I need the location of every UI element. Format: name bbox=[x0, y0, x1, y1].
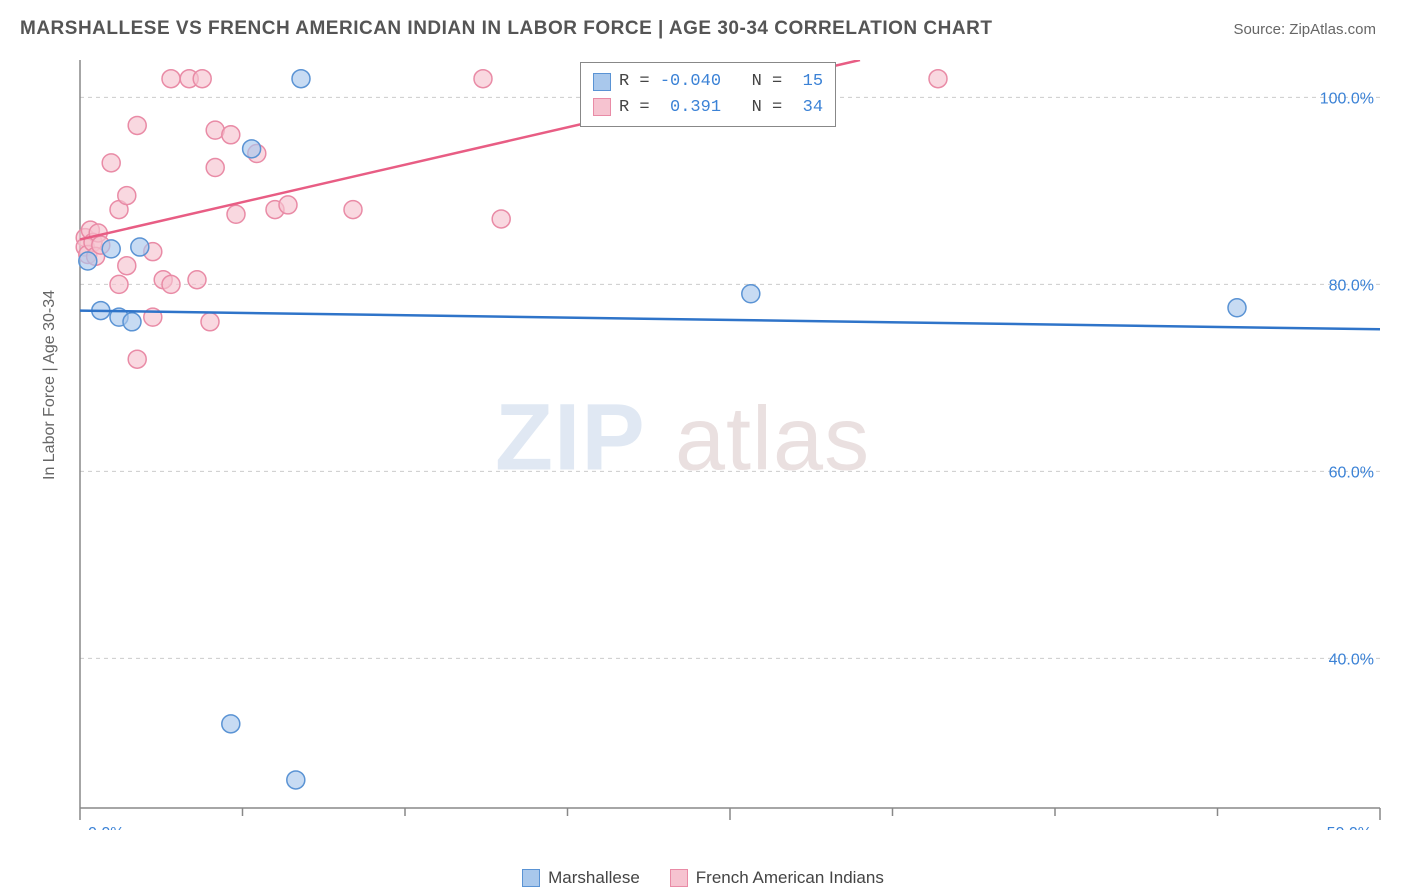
plot-area: In Labor Force | Age 30-34 40.0%60.0%80.… bbox=[50, 60, 1390, 830]
svg-text:50.0%: 50.0% bbox=[1327, 825, 1372, 830]
legend-stats: R = -0.040 N = 15 bbox=[619, 69, 823, 95]
svg-text:0.0%: 0.0% bbox=[88, 825, 124, 830]
svg-text:100.0%: 100.0% bbox=[1320, 90, 1374, 107]
svg-text:80.0%: 80.0% bbox=[1329, 277, 1374, 294]
chart-header: MARSHALLESE VS FRENCH AMERICAN INDIAN IN… bbox=[0, 0, 1406, 50]
legend-swatch bbox=[522, 869, 540, 887]
legend-swatch bbox=[593, 73, 611, 91]
chart-source: Source: ZipAtlas.com bbox=[1233, 21, 1376, 38]
legend-swatch bbox=[593, 98, 611, 116]
svg-text:60.0%: 60.0% bbox=[1329, 464, 1374, 481]
correlation-legend-row: R = 0.391 N = 34 bbox=[593, 95, 823, 121]
chart-title: MARSHALLESE VS FRENCH AMERICAN INDIAN IN… bbox=[20, 18, 992, 40]
correlation-legend: R = -0.040 N = 15R = 0.391 N = 34 bbox=[580, 62, 836, 127]
legend-item: Marshallese bbox=[522, 868, 640, 888]
legend-swatch bbox=[670, 869, 688, 887]
series-legend: Marshallese French American Indians bbox=[0, 868, 1406, 888]
legend-stats: R = 0.391 N = 34 bbox=[619, 95, 823, 121]
correlation-legend-row: R = -0.040 N = 15 bbox=[593, 69, 823, 95]
legend-item: French American Indians bbox=[670, 868, 884, 888]
legend-label: French American Indians bbox=[696, 868, 884, 888]
svg-text:40.0%: 40.0% bbox=[1329, 651, 1374, 668]
legend-label: Marshallese bbox=[548, 868, 640, 888]
scatter-chart-svg: 40.0% 60.0% 80.0% 100.0% 0.0% 50.0% bbox=[50, 60, 1390, 830]
